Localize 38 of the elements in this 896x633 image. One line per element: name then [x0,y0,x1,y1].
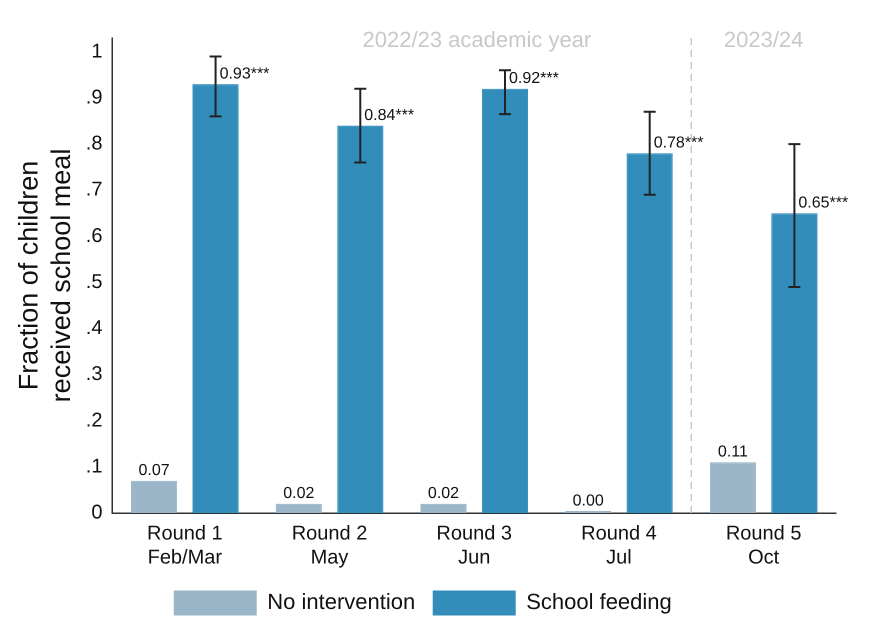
y-tick-label: .4 [86,317,102,340]
x-tick-label: Round 4 Jul [581,522,657,569]
data-label: 0.07 [138,462,170,480]
y-tick-label: .9 [86,86,102,108]
bar [482,88,528,513]
y-tick-label: .3 [86,363,102,386]
legend-label: No intervention [267,589,416,614]
bar [771,213,818,513]
legend-label: School feeding [526,589,672,614]
x-tick-label: Round 2 May [292,522,368,569]
y-tick-label: .8 [86,132,102,155]
x-tick-label: Round 1 Feb/Mar [147,522,223,569]
bar [626,153,673,513]
y-tick-label: .2 [86,409,102,432]
data-label: 0.02 [283,485,314,502]
y-tick-label: 1 [91,40,102,62]
x-tick-label: Round 3 Jun [436,522,512,569]
bar [192,84,239,513]
data-label: 0.84*** [364,107,414,124]
data-label: 0.78*** [654,134,704,152]
bar [420,504,467,513]
bar [337,126,384,513]
y-axis-title: Fraction of children received school meal [14,148,76,402]
data-label: 0.00 [572,492,604,510]
data-label: 0.65*** [798,194,848,212]
data-label: 0.92*** [508,70,559,88]
y-tick-label: .5 [86,270,102,293]
y-tick-label: .6 [86,224,102,247]
y-tick-label: .7 [86,178,102,201]
y-tick-label: 0 [91,502,102,524]
bar [710,462,756,513]
bar [131,480,178,513]
x-tick-label: Round 5 Oct [726,522,802,569]
data-label: 0.11 [718,444,748,461]
y-tick-label: .1 [86,455,102,478]
data-label: 0.93*** [220,66,270,83]
bar [276,504,322,513]
data-label: 0.02 [428,485,460,502]
